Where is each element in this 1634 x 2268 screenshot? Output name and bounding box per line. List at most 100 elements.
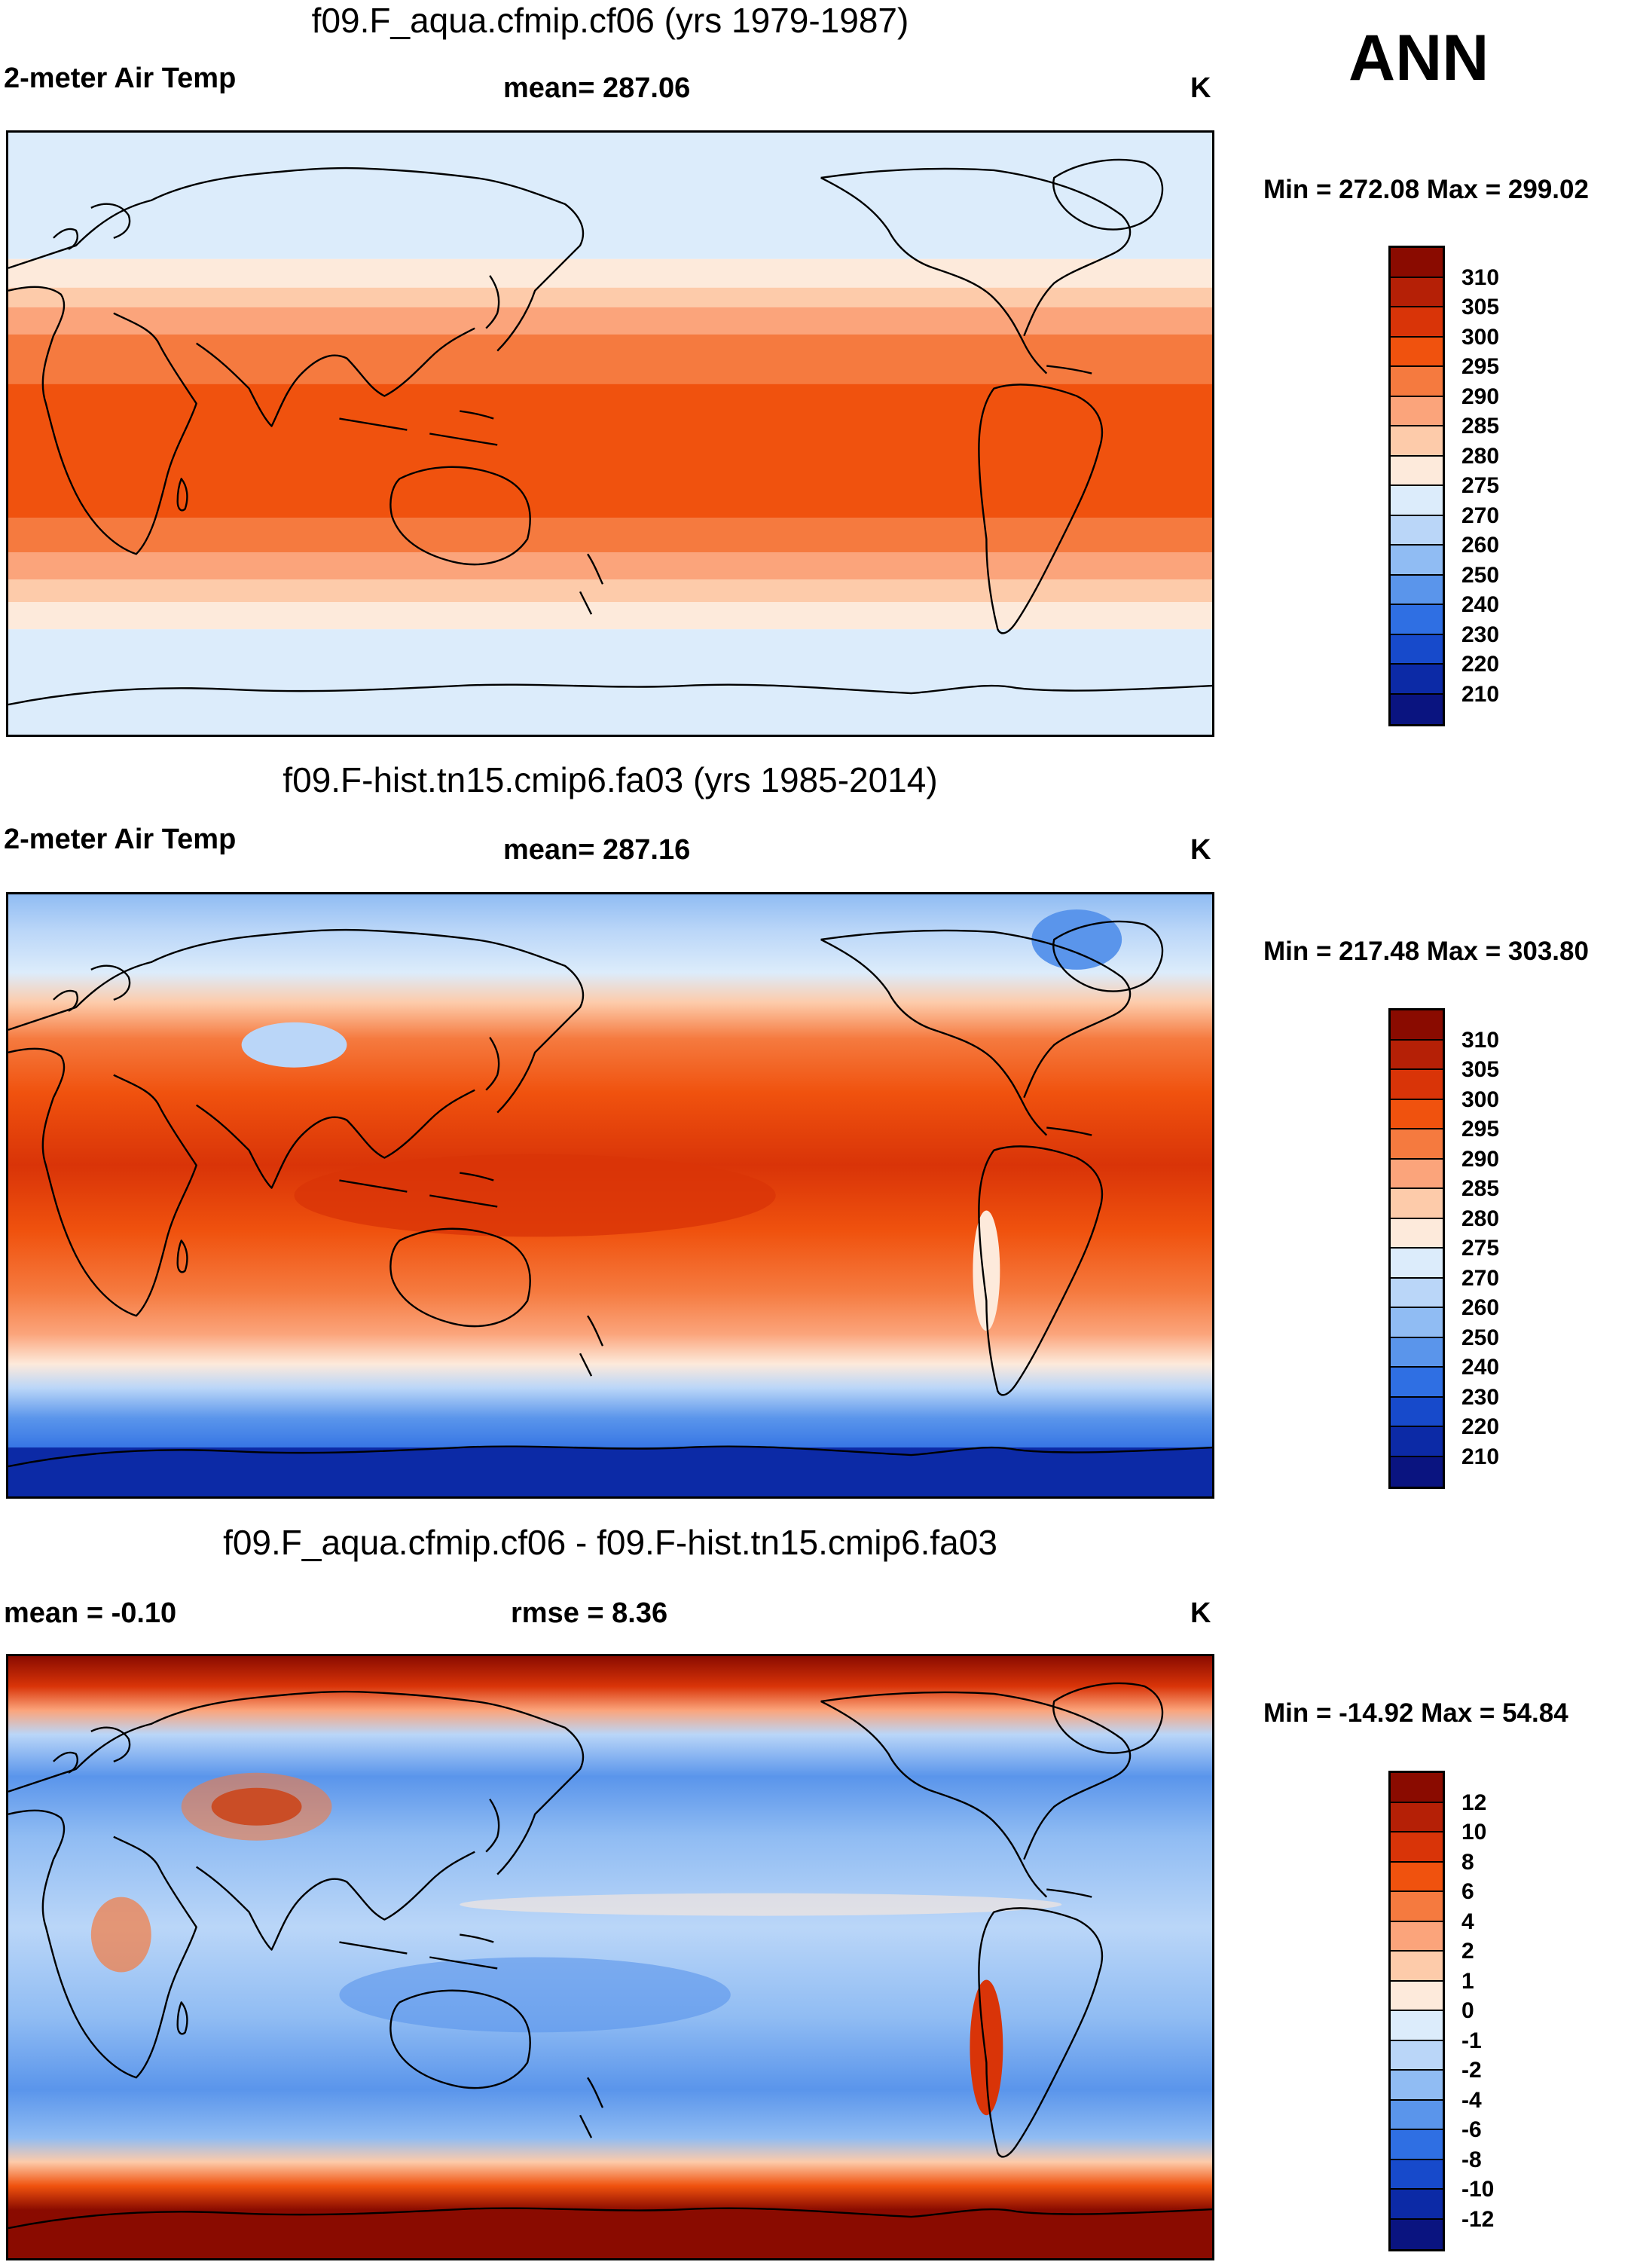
panel2-colorbar-box bbox=[1391, 1308, 1443, 1338]
panel2-colorbar-label: 260 bbox=[1461, 1295, 1500, 1320]
panel1-colorbar-box bbox=[1391, 337, 1443, 367]
band-290-295-north bbox=[8, 334, 1212, 384]
panel1-map-svg bbox=[8, 133, 1212, 735]
pacific-band bbox=[460, 1893, 1062, 1916]
band-270-275-north bbox=[8, 133, 1212, 259]
pacific-cold bbox=[339, 1957, 731, 2033]
panel2-colorbar-label: 220 bbox=[1461, 1414, 1500, 1439]
panel1-minmax-label: Min = 272.08 Max = 299.02 bbox=[1263, 175, 1589, 204]
panel1-colorbar-label: 220 bbox=[1461, 652, 1500, 677]
panel2-colorbar-label: 230 bbox=[1461, 1384, 1500, 1410]
panel2-colorbar-label: 300 bbox=[1461, 1087, 1500, 1112]
panel2-colorbar-box bbox=[1391, 1337, 1443, 1368]
panel1-colorbar-label: 305 bbox=[1461, 295, 1500, 319]
panel3-colorbar-label: -4 bbox=[1461, 2087, 1482, 2113]
panel3-title: f09.F_aqua.cfmip.cf06 - f09.F-hist.tn15.… bbox=[223, 1523, 997, 1562]
warm-pool bbox=[294, 1154, 776, 1237]
panel2-colorbar-label: 275 bbox=[1461, 1236, 1500, 1261]
panel3-minmax-label: Min = -14.92 Max = 54.84 bbox=[1263, 1698, 1568, 1728]
panel1-colorbar-label: 300 bbox=[1461, 324, 1500, 350]
panel2-colorbar-box bbox=[1391, 1099, 1443, 1129]
panel3-colorbar-label: -1 bbox=[1461, 2028, 1482, 2053]
panel2-colorbar-label: 270 bbox=[1461, 1265, 1500, 1291]
panel2-colorbar-label: 295 bbox=[1461, 1117, 1500, 1142]
panel1-colorbar-label: 230 bbox=[1461, 622, 1500, 647]
band-285-290-south bbox=[8, 552, 1212, 580]
panel3-colorbar-label: 10 bbox=[1461, 1820, 1487, 1845]
panel1-colorbar-box bbox=[1391, 634, 1443, 665]
panel1-colorbar-label: 295 bbox=[1461, 354, 1500, 379]
panel2-colorbar-box bbox=[1391, 1070, 1443, 1100]
panel2-colorbar-label: 290 bbox=[1461, 1146, 1500, 1172]
band-290-295-south bbox=[8, 518, 1212, 553]
panel3-colorbar-label: 12 bbox=[1461, 1790, 1487, 1815]
panel1-colorbar-box bbox=[1391, 546, 1443, 576]
panel1-colorbar-label: 275 bbox=[1461, 473, 1500, 498]
panel3-field bbox=[8, 1656, 1212, 2258]
panel2-colorbar-box bbox=[1391, 1010, 1443, 1041]
panel3-colorbar-label: -2 bbox=[1461, 2058, 1482, 2083]
panel1-colorbar-label: 240 bbox=[1461, 592, 1500, 617]
panel1-colorbar-box bbox=[1391, 307, 1443, 338]
panel1-colorbar-box bbox=[1391, 277, 1443, 307]
panel1-colorbar-label: 250 bbox=[1461, 562, 1500, 588]
panel2-colorbar-box bbox=[1391, 1397, 1443, 1427]
panel2-colorbar-box bbox=[1391, 1427, 1443, 1457]
panel3-colorbar-box bbox=[1391, 1892, 1443, 1922]
panel2-colorbar-label: 280 bbox=[1461, 1206, 1500, 1231]
panel3-colorbar-box bbox=[1391, 1773, 1443, 1803]
band-270-275-south bbox=[8, 629, 1212, 735]
band-285-290-north bbox=[8, 307, 1212, 335]
panel1-colorbar-label: 285 bbox=[1461, 414, 1500, 439]
panel2-colorbar-label: 305 bbox=[1461, 1057, 1500, 1082]
panel3-colorbar-box bbox=[1391, 2040, 1443, 2071]
panel1-colorbar-label: 310 bbox=[1461, 264, 1500, 290]
season-label: ANN bbox=[1348, 22, 1489, 94]
panel2-variable-label: 2-meter Air Temp bbox=[4, 824, 237, 855]
panel3-colorbar-box bbox=[1391, 2100, 1443, 2130]
panel1-colorbar-box bbox=[1391, 575, 1443, 605]
panel1-colorbar-box bbox=[1391, 248, 1443, 278]
panel1-colorbar-label: 290 bbox=[1461, 384, 1500, 409]
africa-warm bbox=[90, 1897, 151, 1973]
band-280-285-north bbox=[8, 287, 1212, 307]
panel2-colorbar-label: 310 bbox=[1461, 1027, 1500, 1053]
panel3-colorbar-box bbox=[1391, 1921, 1443, 1952]
panel2-colorbar-box bbox=[1391, 1159, 1443, 1189]
panel2-colorbar-box bbox=[1391, 1040, 1443, 1070]
panel3-colorbar-label: 1 bbox=[1461, 1968, 1474, 1994]
panel3-colorbar-label: -8 bbox=[1461, 2147, 1482, 2172]
panel1-mean-label: mean= 287.06 bbox=[503, 72, 691, 104]
panel2-colorbar-box bbox=[1391, 1218, 1443, 1249]
panel2-colorbar-box bbox=[1391, 1189, 1443, 1219]
panel2-colorbar-label: 240 bbox=[1461, 1355, 1500, 1380]
panel3-colorbar-box bbox=[1391, 1802, 1443, 1832]
panel1-colorbar-box bbox=[1391, 456, 1443, 486]
panel2-minmax-label: Min = 217.48 Max = 303.80 bbox=[1263, 937, 1589, 966]
tibet-cold bbox=[241, 1022, 347, 1068]
panel3-colorbar-label: 6 bbox=[1461, 1879, 1474, 1904]
panel3-units-label: K bbox=[1190, 1597, 1211, 1629]
panel1-colorbar-box bbox=[1391, 396, 1443, 426]
panel1-colorbar-box bbox=[1391, 515, 1443, 546]
panel3-colorbar-label: -10 bbox=[1461, 2177, 1495, 2202]
tibet-halo bbox=[181, 1772, 332, 1841]
panel1-units-label: K bbox=[1190, 72, 1211, 104]
panel2-colorbar-label: 210 bbox=[1461, 1444, 1500, 1469]
panel1-map bbox=[6, 130, 1214, 737]
panel1-colorbar-box bbox=[1391, 426, 1443, 457]
panel1-colorbar-label: 270 bbox=[1461, 503, 1500, 528]
panel3-colorbar bbox=[1388, 1771, 1445, 2251]
panel2-colorbar-label: 285 bbox=[1461, 1176, 1500, 1201]
panel2-colorbar bbox=[1388, 1008, 1445, 1489]
panel2-colorbar-box bbox=[1391, 1456, 1443, 1487]
panel3-colorbar-box bbox=[1391, 2159, 1443, 2190]
panel3-colorbar-box bbox=[1391, 1952, 1443, 1982]
panel1-colorbar-box bbox=[1391, 605, 1443, 635]
panel1-colorbar-label: 280 bbox=[1461, 443, 1500, 469]
panel2-units-label: K bbox=[1190, 834, 1211, 866]
panel1-colorbar-box bbox=[1391, 367, 1443, 397]
panel2-map bbox=[6, 892, 1214, 1499]
greenland-cold bbox=[1031, 909, 1122, 970]
panel3-colorbar-box bbox=[1391, 2071, 1443, 2101]
